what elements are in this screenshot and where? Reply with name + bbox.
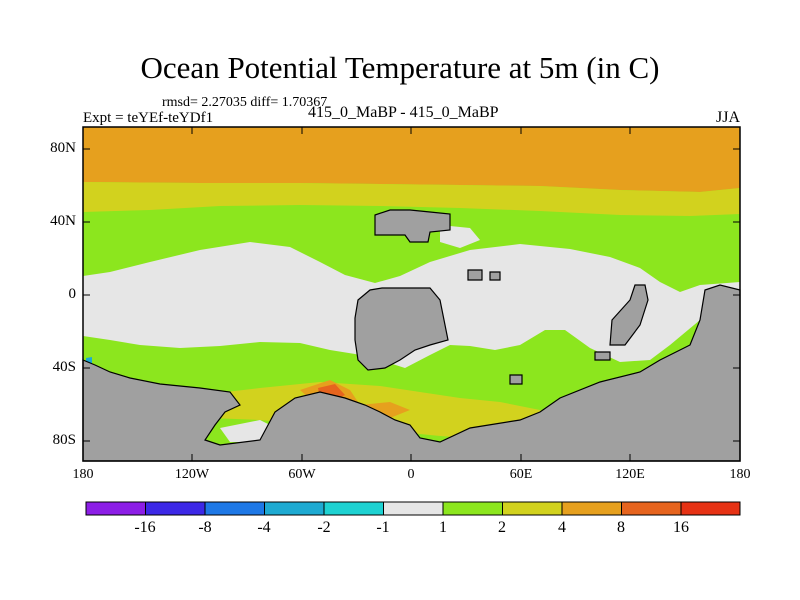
land-east-islands: [609, 284, 649, 346]
land-small-island-2: [489, 271, 501, 281]
colorbar-box-5: [323, 501, 384, 516]
land-mask: [82, 209, 741, 462]
x-label-0: 0: [407, 467, 415, 482]
colorbar-box-1: [85, 501, 146, 516]
north-neutral-patch: [440, 225, 480, 248]
y-ticks: [83, 148, 740, 442]
colorbar-box-11: [680, 501, 741, 516]
land-small-island-1: [467, 269, 483, 281]
x-ticks: [82, 127, 741, 461]
colorbar: [85, 501, 741, 516]
stats-line: rmsd= 2.27035 diff= 1.70367: [162, 95, 328, 110]
plot-title: Ocean Potential Temperature at 5m (in C): [140, 50, 660, 85]
experiment-label: Expt = teYEf-teYDf1: [83, 110, 214, 126]
colorbar-box-6: [383, 501, 444, 516]
colorbar-label-m1: -1: [376, 519, 390, 536]
map-plot: [82, 126, 741, 462]
x-label-60w: 60W: [288, 467, 316, 482]
y-label-80s: 80S: [52, 432, 76, 448]
colorbar-box-3: [204, 501, 265, 516]
colorbar-label-m16: -16: [134, 519, 156, 536]
x-label-180w: 180: [72, 467, 94, 482]
colorbar-box-10: [621, 501, 682, 516]
x-label-120e: 120E: [615, 467, 645, 482]
season-label: JJA: [716, 109, 741, 126]
y-label-80n: 80N: [50, 140, 76, 156]
colorbar-label-8: 8: [617, 519, 625, 536]
colorbar-box-8: [502, 501, 563, 516]
north-moderate-band: [83, 182, 740, 216]
x-label-180e: 180: [729, 467, 751, 482]
land-africa: [354, 287, 449, 371]
land-small-island-4: [509, 374, 523, 385]
colorbar-box-7: [442, 501, 503, 516]
colorbar-label-4: 4: [558, 519, 566, 536]
land-antarctica: [82, 284, 741, 462]
land-small-island-3: [594, 351, 611, 361]
colorbar-label-1: 1: [439, 519, 447, 536]
colorbar-label-m2: -2: [317, 519, 331, 536]
x-label-60e: 60E: [509, 467, 533, 482]
land-north-atlantic: [374, 209, 451, 243]
colorbar-box-9: [561, 501, 622, 516]
arctic-warm-band: [83, 127, 740, 192]
colorbar-label-2: 2: [498, 519, 506, 536]
y-label-40n: 40N: [50, 213, 76, 229]
colorbar-label-16: 16: [673, 519, 689, 536]
colorbar-box-4: [264, 501, 325, 516]
colorbar-label-m8: -8: [198, 519, 212, 536]
y-label-40s: 40S: [52, 359, 76, 375]
colorbar-label-m4: -4: [257, 519, 271, 536]
cases-label: 415_0_MaBP - 415_0_MaBP: [308, 104, 499, 121]
x-label-120w: 120W: [174, 467, 210, 482]
colorbar-box-2: [145, 501, 206, 516]
y-label-0: 0: [68, 286, 77, 302]
